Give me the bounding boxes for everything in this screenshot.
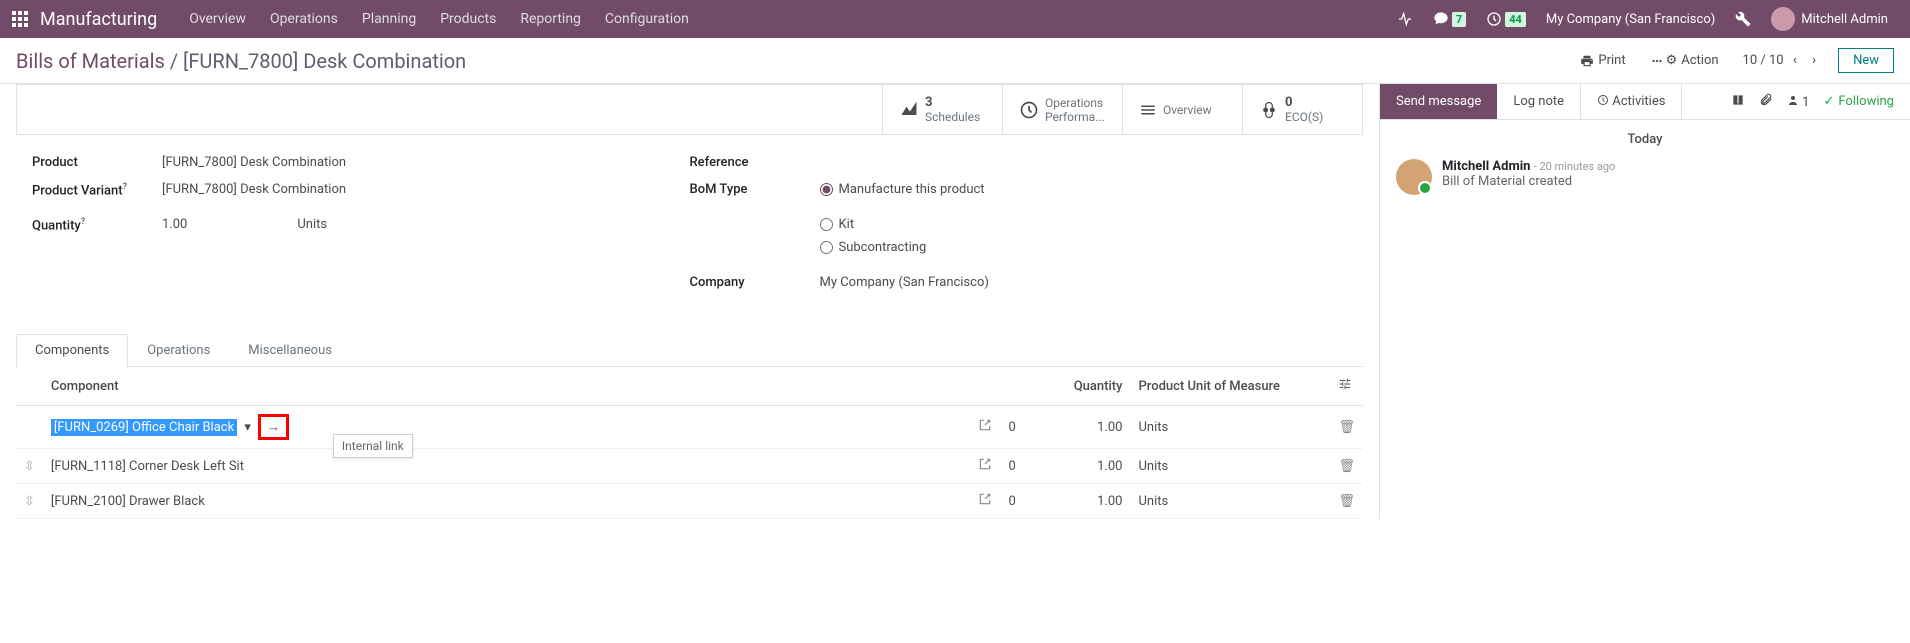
arrow-right-icon: → xyxy=(267,420,280,435)
clock-badge: 44 xyxy=(1505,12,1526,27)
chat-badge: 7 xyxy=(1452,12,1466,27)
reference-label: Reference xyxy=(690,155,820,170)
variant-label: Product Variant? xyxy=(32,182,162,205)
stat-operations[interactable]: OperationsPerforma... xyxy=(1002,85,1122,134)
company-value[interactable]: My Company (San Francisco) xyxy=(820,275,989,290)
delete-icon[interactable]: 🗑 xyxy=(1338,420,1355,435)
variant-value[interactable]: [FURN_7800] Desk Combination xyxy=(162,182,346,205)
bom-opt-subcontract[interactable]: Subcontracting xyxy=(820,240,927,255)
component-input[interactable]: [FURN_0269] Office Chair Black xyxy=(51,419,237,436)
bom-opt-kit[interactable]: Kit xyxy=(820,217,927,232)
col-options-icon[interactable] xyxy=(1330,367,1363,406)
menu-planning[interactable]: Planning xyxy=(350,11,428,27)
book-icon[interactable] xyxy=(1731,93,1745,111)
activities-icon[interactable]: 44 xyxy=(1476,11,1536,27)
user-menu[interactable]: Mitchell Admin xyxy=(1761,7,1898,31)
message-body: Bill of Material created xyxy=(1442,174,1615,189)
external-link-icon[interactable] xyxy=(978,495,992,510)
qty-value[interactable]: 1.00Units xyxy=(162,217,327,263)
voip-icon[interactable] xyxy=(1387,11,1423,27)
log-note-button[interactable]: Log note xyxy=(1497,84,1581,119)
bom-opt-manufacture[interactable]: Manufacture this product xyxy=(820,182,985,197)
company-label: Company xyxy=(690,275,820,290)
debug-icon[interactable] xyxy=(1725,11,1761,27)
pager-prev[interactable]: ‹ xyxy=(1787,53,1803,68)
print-button[interactable]: Print xyxy=(1572,49,1633,72)
dropdown-caret-icon[interactable]: ▾ xyxy=(240,420,255,435)
app-name[interactable]: Manufacturing xyxy=(40,9,157,30)
attachment-icon[interactable] xyxy=(1759,93,1773,111)
pager-next[interactable]: › xyxy=(1806,53,1822,68)
stat-schedules[interactable]: 3Schedules xyxy=(882,85,1002,134)
date-separator: Today xyxy=(1380,120,1910,159)
table-row[interactable]: ⇳ [FURN_1118] Corner Desk Left Sit 0 1.0… xyxy=(16,449,1363,484)
internal-link-button[interactable]: → xyxy=(258,414,289,440)
product-value[interactable]: [FURN_7800] Desk Combination xyxy=(162,155,346,170)
stat-overview[interactable]: Overview xyxy=(1122,85,1242,134)
table-row[interactable]: ⇳ [FURN_2100] Drawer Black 0 1.00 Units … xyxy=(16,484,1363,519)
following-button[interactable]: ✓ Following xyxy=(1823,94,1894,109)
pager: 10 / 10 ‹ › xyxy=(1735,53,1831,68)
followers-count[interactable]: 1 xyxy=(1787,94,1810,110)
send-message-button[interactable]: Send message xyxy=(1380,84,1497,119)
breadcrumb-current: [FURN_7800] Desk Combination xyxy=(183,49,466,73)
menu-overview[interactable]: Overview xyxy=(177,11,258,27)
chatter: Send message Log note Activities 1 ✓ Fol… xyxy=(1380,84,1910,519)
bomtype-label: BoM Type xyxy=(690,182,820,205)
tab-components[interactable]: Components xyxy=(16,334,128,367)
drag-handle-icon[interactable]: ⇳ xyxy=(16,449,43,484)
stat-eco[interactable]: 0ECO(S) xyxy=(1242,85,1362,134)
action-button[interactable]: ⚙ Action xyxy=(1642,49,1727,72)
tab-operations[interactable]: Operations xyxy=(128,334,229,366)
tooltip: Internal link xyxy=(333,434,413,458)
menu-operations[interactable]: Operations xyxy=(258,11,350,27)
messaging-icon[interactable]: 7 xyxy=(1423,11,1476,27)
activities-button[interactable]: Activities xyxy=(1581,84,1682,119)
external-link-icon[interactable] xyxy=(978,421,992,436)
navbar: Manufacturing Overview Operations Planni… xyxy=(0,0,1910,38)
menu-reporting[interactable]: Reporting xyxy=(508,11,593,27)
tab-miscellaneous[interactable]: Miscellaneous xyxy=(229,334,351,366)
components-table: Component Quantity Product Unit of Measu… xyxy=(16,367,1363,519)
company-switcher[interactable]: My Company (San Francisco) xyxy=(1536,12,1725,27)
table-row[interactable]: [FURN_0269] Office Chair Black ▾ → Inter… xyxy=(16,406,1363,449)
control-panel: Bills of Materials / [FURN_7800] Desk Co… xyxy=(0,38,1910,84)
user-name: Mitchell Admin xyxy=(1801,12,1888,27)
external-link-icon[interactable] xyxy=(978,460,992,475)
qty-label: Quantity? xyxy=(32,217,162,263)
menu-products[interactable]: Products xyxy=(428,11,508,27)
col-uom: Product Unit of Measure xyxy=(1130,367,1330,406)
col-component: Component xyxy=(43,367,971,406)
breadcrumb: Bills of Materials / [FURN_7800] Desk Co… xyxy=(16,49,466,73)
tabs: Components Operations Miscellaneous xyxy=(16,334,1363,367)
message-time: - 20 minutes ago xyxy=(1534,160,1616,173)
message-avatar-icon xyxy=(1396,159,1432,195)
message-author[interactable]: Mitchell Admin xyxy=(1442,159,1530,174)
new-button[interactable]: New xyxy=(1838,48,1894,73)
apps-icon[interactable] xyxy=(12,11,28,27)
delete-icon[interactable]: 🗑 xyxy=(1338,494,1355,509)
form-area: 3Schedules OperationsPerforma... Overvie… xyxy=(0,84,1380,519)
col-quantity: Quantity xyxy=(1030,367,1130,406)
avatar-icon xyxy=(1771,7,1795,31)
drag-handle-icon[interactable]: ⇳ xyxy=(16,484,43,519)
breadcrumb-parent[interactable]: Bills of Materials xyxy=(16,49,165,73)
delete-icon[interactable]: 🗑 xyxy=(1338,459,1355,474)
product-label: Product xyxy=(32,155,162,170)
menu-configuration[interactable]: Configuration xyxy=(593,11,701,27)
stat-buttons: 3Schedules OperationsPerforma... Overvie… xyxy=(16,84,1363,135)
message: Mitchell Admin - 20 minutes ago Bill of … xyxy=(1380,159,1910,195)
